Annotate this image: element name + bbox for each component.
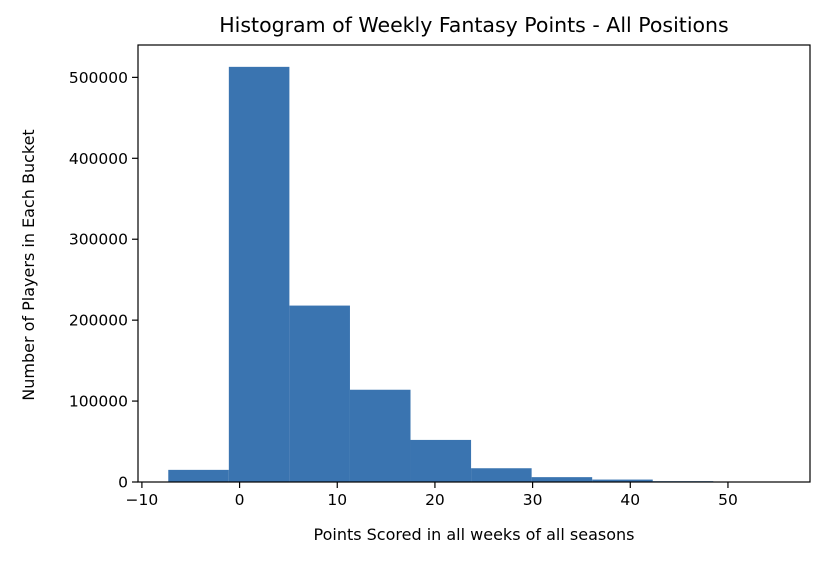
x-tick-label: 10 [327,491,347,509]
x-tick-label: 40 [620,491,640,509]
y-tick-label: 0 [118,474,128,492]
y-tick-label: 400000 [69,150,128,168]
y-tick-label: 300000 [69,231,128,249]
y-tick-label: 500000 [69,69,128,87]
y-tick-label: 100000 [69,393,128,411]
histogram-bar [289,305,350,482]
x-ticks: −10 0 10 20 30 40 50 [126,482,738,509]
x-tick-label: 20 [425,491,445,509]
histogram-bar [592,479,653,482]
histogram-bar [168,469,229,482]
chart-title: Histogram of Weekly Fantasy Points - All… [219,13,728,37]
histogram-bar [410,439,472,482]
y-axis-label: Number of Players in Each Bucket [19,129,38,400]
x-tick-label: 0 [235,491,245,509]
histogram-bar [471,468,532,482]
histogram-bar [531,477,593,482]
y-tick-label: 200000 [69,312,128,330]
x-tick-label: 30 [523,491,543,509]
plot-frame [137,44,811,483]
x-tick-label: 50 [718,491,738,509]
histogram-bar [228,66,290,482]
y-ticks: 0 100000 200000 300000 400000 500000 [69,69,138,492]
bars-group [168,66,774,482]
x-axis-label: Points Scored in all weeks of all season… [314,525,635,544]
x-tick-label: −10 [126,491,159,509]
histogram-bar [349,389,411,482]
